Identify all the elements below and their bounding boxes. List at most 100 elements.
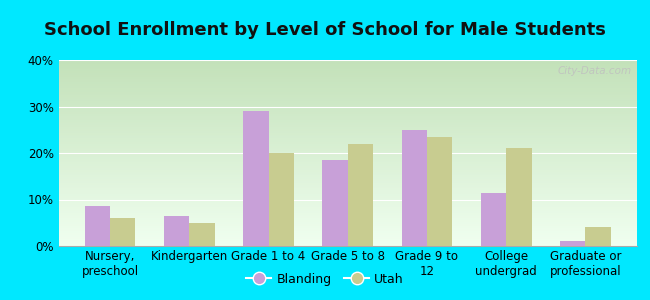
Bar: [58, 134, 637, 136]
Bar: [58, 218, 637, 220]
Bar: [58, 201, 637, 203]
Bar: [58, 233, 637, 235]
Bar: [58, 198, 637, 200]
Bar: [58, 181, 637, 183]
Bar: [58, 147, 637, 149]
Bar: [58, 118, 637, 119]
Bar: [348, 144, 373, 246]
Bar: [58, 231, 637, 233]
Bar: [58, 106, 637, 108]
Bar: [58, 108, 637, 110]
Bar: [58, 151, 637, 153]
Bar: [58, 194, 637, 196]
Bar: [322, 160, 348, 246]
Bar: [58, 82, 637, 84]
Bar: [58, 175, 637, 177]
Bar: [58, 112, 637, 114]
Bar: [58, 184, 637, 187]
Bar: [58, 122, 637, 123]
Bar: [58, 97, 637, 99]
Bar: [58, 90, 637, 92]
Bar: [58, 183, 637, 184]
Bar: [58, 173, 637, 175]
Bar: [58, 229, 637, 231]
Bar: [58, 159, 637, 161]
Bar: [58, 149, 637, 151]
Bar: [268, 153, 294, 246]
Bar: [58, 179, 637, 181]
Bar: [58, 129, 637, 131]
Bar: [58, 216, 637, 218]
Bar: [58, 146, 637, 147]
Bar: [58, 172, 637, 173]
Bar: [58, 127, 637, 129]
Text: City-Data.com: City-Data.com: [557, 66, 631, 76]
Bar: [164, 216, 189, 246]
Text: School Enrollment by Level of School for Male Students: School Enrollment by Level of School for…: [44, 21, 606, 39]
Bar: [58, 110, 637, 112]
Bar: [58, 188, 637, 190]
Bar: [58, 237, 637, 239]
Bar: [58, 114, 637, 116]
Bar: [58, 75, 637, 77]
Bar: [58, 92, 637, 94]
Bar: [58, 88, 637, 90]
Bar: [58, 211, 637, 212]
Bar: [58, 119, 637, 122]
Bar: [427, 137, 452, 246]
Bar: [58, 66, 637, 68]
Bar: [58, 170, 637, 172]
Legend: Blanding, Utah: Blanding, Utah: [241, 268, 409, 291]
Bar: [58, 123, 637, 125]
Bar: [58, 79, 637, 80]
Bar: [58, 160, 637, 162]
Bar: [58, 220, 637, 222]
Bar: [58, 187, 637, 188]
Bar: [58, 203, 637, 205]
Bar: [58, 155, 637, 157]
Bar: [58, 168, 637, 170]
Bar: [58, 94, 637, 95]
Bar: [58, 196, 637, 198]
Bar: [58, 192, 637, 194]
Bar: [58, 190, 637, 192]
Bar: [58, 212, 637, 214]
Bar: [58, 125, 637, 127]
Bar: [58, 244, 637, 246]
Bar: [58, 103, 637, 105]
Bar: [586, 227, 611, 246]
Bar: [58, 86, 637, 88]
Bar: [58, 140, 637, 142]
Bar: [506, 148, 532, 246]
Bar: [58, 73, 637, 75]
Bar: [58, 71, 637, 73]
Bar: [58, 77, 637, 79]
Bar: [58, 84, 637, 86]
Bar: [58, 62, 637, 64]
Bar: [58, 177, 637, 179]
Bar: [58, 242, 637, 244]
Bar: [58, 226, 637, 227]
Bar: [110, 218, 135, 246]
Bar: [58, 142, 637, 144]
Bar: [58, 95, 637, 97]
Bar: [58, 105, 637, 106]
Bar: [84, 206, 110, 246]
Bar: [58, 214, 637, 216]
Bar: [58, 133, 637, 134]
Bar: [58, 157, 637, 159]
Bar: [58, 209, 637, 211]
Bar: [402, 130, 427, 246]
Bar: [58, 69, 637, 71]
Bar: [58, 235, 637, 237]
Bar: [58, 131, 637, 133]
Bar: [58, 224, 637, 226]
Bar: [58, 162, 637, 164]
Bar: [58, 80, 637, 82]
Bar: [58, 205, 637, 207]
Bar: [189, 223, 214, 246]
Bar: [58, 238, 637, 240]
Bar: [58, 64, 637, 66]
Bar: [58, 207, 637, 209]
Bar: [58, 60, 637, 62]
